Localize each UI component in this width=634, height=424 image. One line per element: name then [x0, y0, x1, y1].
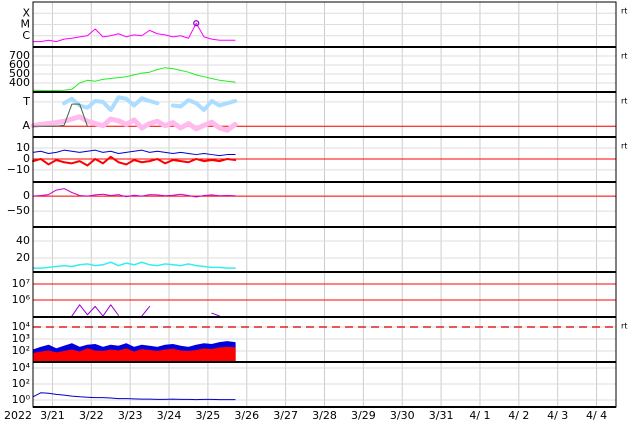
x-tick-label: 3/25 [196, 409, 221, 422]
y-tick-label: C [22, 29, 30, 42]
x-tick-label: 3/22 [79, 409, 104, 422]
side-label: rt [621, 52, 627, 61]
y-tick-label: −10 [7, 163, 30, 176]
y-tick-label: 20 [16, 251, 30, 264]
x-tick-label: 3/21 [40, 409, 65, 422]
series-line [32, 149, 236, 157]
x-tick-label: 4/ 2 [508, 409, 529, 422]
x-tick-label: 3/26 [234, 409, 259, 422]
y-tick-label: 10⁶ [12, 293, 31, 306]
y-tick-label: 10³ [12, 332, 30, 345]
side-label: rt [621, 7, 627, 16]
y-tick-label: 0 [23, 152, 30, 165]
series-line [32, 155, 237, 167]
x-tick-label: 3/28 [312, 409, 337, 422]
series-line [32, 22, 236, 43]
series-area [32, 346, 236, 363]
x-tick-label: 3/27 [273, 409, 298, 422]
series-line [32, 392, 236, 401]
x-tick-label: 3/31 [429, 409, 454, 422]
y-tick-label: 10⁴ [12, 320, 31, 333]
y-tick-label: 10² [12, 377, 30, 390]
x-tick-label: 4/ 4 [586, 409, 607, 422]
x-tick-label: 4/ 1 [469, 409, 490, 422]
series-line [30, 114, 238, 133]
y-tick-label: X [22, 6, 30, 19]
series-line [71, 304, 221, 317]
y-tick-label: M [21, 18, 31, 31]
series-line [62, 95, 238, 112]
y-tick-label: 40 [16, 234, 30, 247]
side-label: rt [621, 322, 627, 331]
x-tick-label: 3/24 [157, 409, 182, 422]
x-tick-label: 3/29 [351, 409, 376, 422]
y-tick-label: T [22, 95, 30, 108]
y-tick-label: 10⁰ [12, 393, 31, 406]
y-tick-label: −50 [7, 204, 30, 217]
series-line [32, 188, 236, 198]
y-tick-label: 0 [23, 189, 30, 202]
flare-marker [193, 20, 200, 27]
y-tick-label: 10⁷ [12, 277, 30, 290]
x-tick-label: 3/30 [390, 409, 415, 422]
series-line [32, 261, 236, 269]
x-tick-label: 3/23 [118, 409, 143, 422]
y-tick-label: 10⁴ [12, 361, 31, 374]
x-tick-label: 4/ 3 [547, 409, 568, 422]
y-tick-label: 600 [9, 58, 30, 71]
year-label: 2022 [4, 409, 32, 422]
side-label: rt [621, 142, 627, 151]
y-tick-label: A [22, 119, 30, 132]
series-line [32, 103, 88, 127]
y-tick-label: 400 [9, 76, 30, 89]
y-tick-label: 10² [12, 344, 30, 357]
y-tick-label: 700 [9, 49, 30, 62]
side-label: rt [621, 97, 627, 106]
y-tick-label: 10 [16, 141, 30, 154]
series-line [32, 67, 236, 92]
y-tick-label: 500 [9, 67, 30, 80]
